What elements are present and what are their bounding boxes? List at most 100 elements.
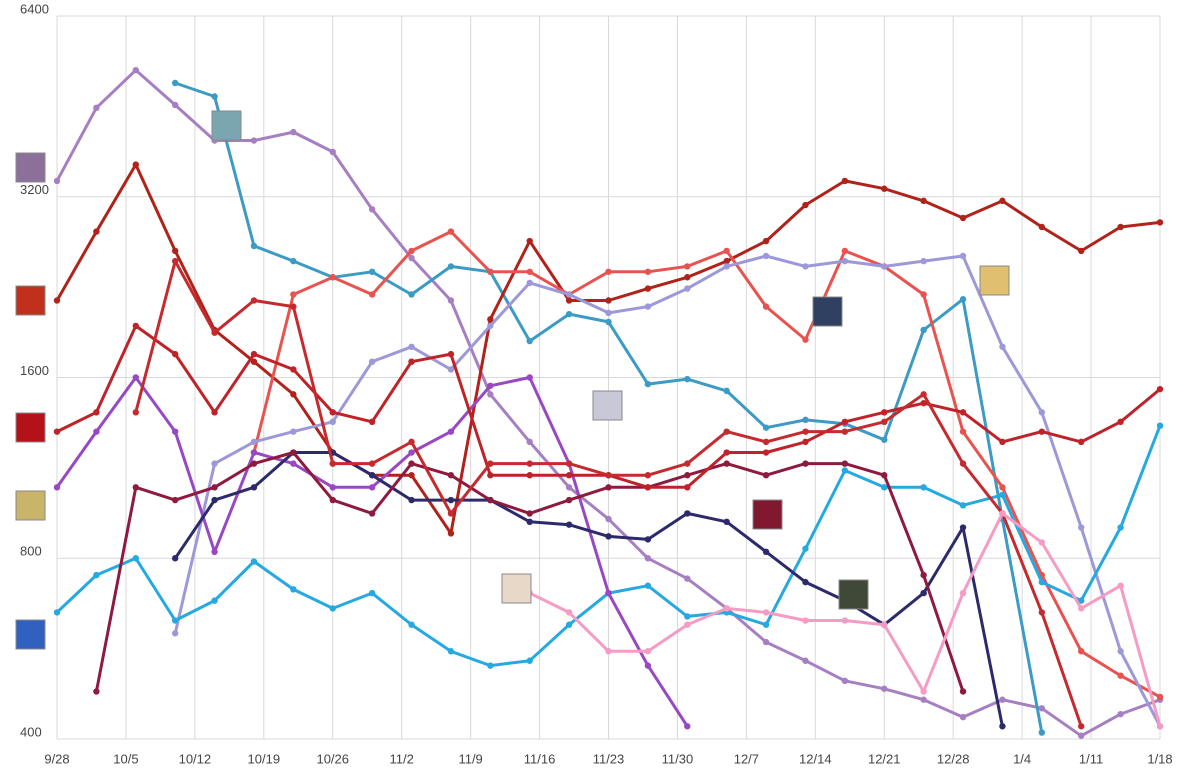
data-point <box>605 309 612 317</box>
x-tick-label: 11/23 <box>593 751 625 766</box>
data-point <box>959 428 967 435</box>
data-point <box>1117 672 1124 679</box>
data-point <box>762 252 770 260</box>
data-point <box>644 484 652 491</box>
data-point <box>171 257 179 265</box>
data-point <box>132 484 139 491</box>
data-point <box>211 484 218 491</box>
data-point <box>526 374 533 381</box>
data-point <box>644 582 652 589</box>
data-point <box>250 297 258 304</box>
data-point <box>841 257 849 265</box>
data-point <box>1078 524 1085 531</box>
data-point <box>1156 219 1164 226</box>
data-point <box>329 484 336 491</box>
data-point <box>802 201 809 209</box>
data-point <box>1038 223 1046 231</box>
data-point <box>605 533 612 540</box>
data-point <box>171 101 179 109</box>
data-point <box>526 337 533 345</box>
data-point <box>368 510 376 517</box>
data-point <box>565 460 573 467</box>
data-point <box>171 496 179 504</box>
data-point <box>881 436 888 443</box>
data-point <box>565 521 573 528</box>
data-point <box>250 460 258 467</box>
data-point <box>605 484 612 491</box>
data-point <box>802 578 809 586</box>
x-tick-label: 12/7 <box>734 751 759 766</box>
data-point <box>447 228 455 235</box>
data-point <box>841 418 849 426</box>
data-point <box>53 297 61 304</box>
data-point <box>999 723 1006 730</box>
x-tick-label: 1/4 <box>1013 751 1031 766</box>
data-point <box>802 438 809 446</box>
data-point <box>408 254 415 262</box>
data-point <box>290 586 297 593</box>
data-point <box>999 343 1006 350</box>
data-point <box>132 161 139 168</box>
data-point <box>644 380 652 388</box>
data-point <box>290 391 297 398</box>
data-point <box>1117 223 1124 231</box>
data-point <box>684 285 691 292</box>
data-point <box>999 696 1006 703</box>
data-point <box>487 496 494 504</box>
data-point <box>565 484 573 491</box>
data-point <box>999 197 1006 205</box>
data-point <box>762 303 770 310</box>
data-point <box>723 460 730 467</box>
data-point <box>526 279 533 287</box>
data-point <box>171 79 179 87</box>
x-tick-label: 11/2 <box>390 751 414 766</box>
data-point <box>1156 422 1164 429</box>
data-point <box>368 418 376 426</box>
data-point <box>447 366 455 373</box>
data-point <box>408 247 415 255</box>
x-tick-label: 1/18 <box>1147 751 1172 766</box>
data-point <box>290 128 297 136</box>
data-point <box>684 575 691 582</box>
data-point <box>487 322 494 330</box>
data-point <box>959 252 967 260</box>
data-point <box>1156 723 1164 730</box>
data-point <box>723 449 730 456</box>
data-point <box>290 291 297 298</box>
x-tick-label: 12/14 <box>799 751 832 766</box>
data-point <box>487 472 494 479</box>
data-point <box>1038 609 1046 616</box>
data-point <box>1117 418 1124 426</box>
data-point <box>329 418 336 426</box>
data-point <box>605 318 612 326</box>
data-point <box>605 515 612 523</box>
y-tick-label: 400 <box>20 724 42 739</box>
data-point <box>408 472 415 479</box>
data-point <box>526 510 533 517</box>
data-point <box>644 472 652 479</box>
data-point <box>132 66 139 74</box>
data-point <box>447 472 455 479</box>
data-point <box>447 263 455 270</box>
data-point <box>329 148 336 156</box>
data-point <box>881 263 888 270</box>
data-point <box>1038 409 1046 416</box>
data-point <box>802 460 809 467</box>
data-point <box>605 297 612 304</box>
data-point <box>171 630 179 637</box>
data-point <box>211 93 218 100</box>
data-point <box>684 510 691 517</box>
data-point <box>920 291 927 298</box>
series-line <box>252 230 1161 699</box>
data-point <box>920 571 927 579</box>
data-point <box>684 472 691 479</box>
icon <box>592 390 623 421</box>
data-point <box>53 484 61 491</box>
data-point <box>762 424 770 431</box>
data-point <box>723 263 730 270</box>
data-point <box>762 237 770 245</box>
data-point <box>526 657 533 664</box>
icon <box>752 499 783 530</box>
data-point <box>841 177 849 185</box>
